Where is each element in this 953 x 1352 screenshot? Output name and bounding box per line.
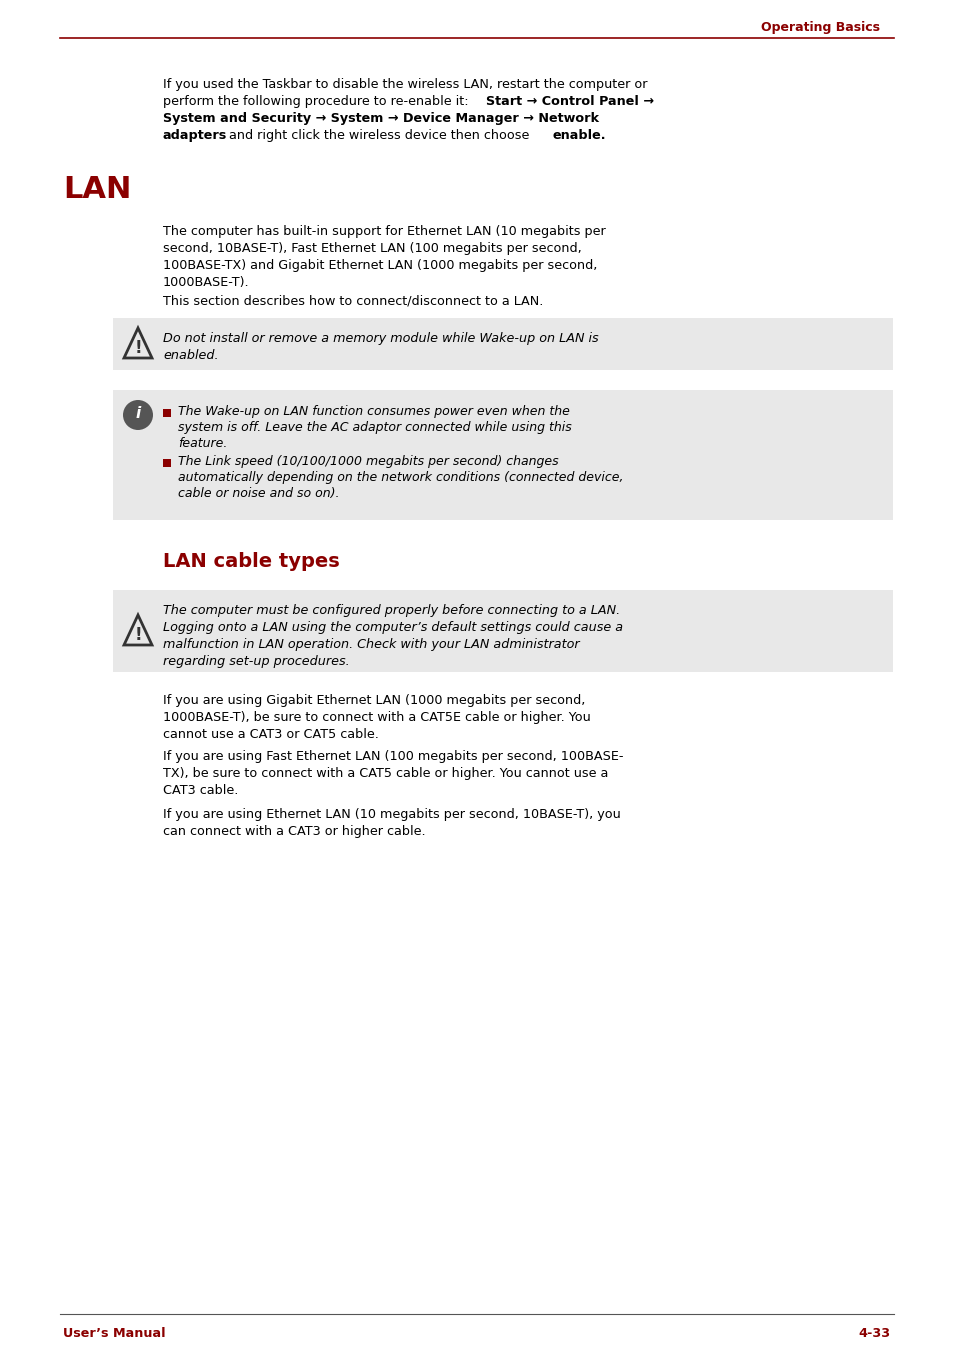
Text: second, 10BASE-T), Fast Ethernet LAN (100 megabits per second,: second, 10BASE-T), Fast Ethernet LAN (10… bbox=[163, 242, 581, 256]
Text: The Link speed (10/100/1000 megabits per second) changes: The Link speed (10/100/1000 megabits per… bbox=[178, 456, 558, 468]
Text: malfunction in LAN operation. Check with your LAN administrator: malfunction in LAN operation. Check with… bbox=[163, 638, 579, 652]
Text: LAN cable types: LAN cable types bbox=[163, 552, 339, 571]
Text: automatically depending on the network conditions (connected device,: automatically depending on the network c… bbox=[178, 470, 623, 484]
Text: The computer has built-in support for Ethernet LAN (10 megabits per: The computer has built-in support for Et… bbox=[163, 224, 605, 238]
Text: Operating Basics: Operating Basics bbox=[760, 22, 879, 35]
Circle shape bbox=[123, 400, 152, 430]
Text: feature.: feature. bbox=[178, 437, 227, 450]
Text: Logging onto a LAN using the computer’s default settings could cause a: Logging onto a LAN using the computer’s … bbox=[163, 621, 622, 634]
Text: !: ! bbox=[134, 626, 142, 644]
Text: 100BASE-TX) and Gigabit Ethernet LAN (1000 megabits per second,: 100BASE-TX) and Gigabit Ethernet LAN (10… bbox=[163, 260, 597, 272]
Bar bbox=[112, 589, 892, 672]
Bar bbox=[163, 410, 171, 416]
Text: adapters: adapters bbox=[163, 128, 227, 142]
Text: System and Security → System → Device Manager → Network: System and Security → System → Device Ma… bbox=[163, 112, 598, 124]
Text: If you are using Ethernet LAN (10 megabits per second, 10BASE-T), you: If you are using Ethernet LAN (10 megabi… bbox=[163, 808, 620, 821]
Text: The Wake-up on LAN function consumes power even when the: The Wake-up on LAN function consumes pow… bbox=[178, 406, 569, 418]
Bar bbox=[163, 458, 171, 466]
Text: 4-33: 4-33 bbox=[858, 1328, 890, 1340]
Text: enable.: enable. bbox=[553, 128, 606, 142]
Text: can connect with a CAT3 or higher cable.: can connect with a CAT3 or higher cable. bbox=[163, 825, 425, 838]
Text: regarding set-up procedures.: regarding set-up procedures. bbox=[163, 654, 349, 668]
Text: i: i bbox=[135, 407, 140, 422]
Text: Do not install or remove a memory module while Wake-up on LAN is: Do not install or remove a memory module… bbox=[163, 333, 598, 345]
Text: 1000BASE-T).: 1000BASE-T). bbox=[163, 276, 250, 289]
Text: Start → Control Panel →: Start → Control Panel → bbox=[485, 95, 654, 108]
Bar bbox=[112, 318, 892, 370]
Text: cable or noise and so on).: cable or noise and so on). bbox=[178, 487, 339, 500]
Text: TX), be sure to connect with a CAT5 cable or higher. You cannot use a: TX), be sure to connect with a CAT5 cabl… bbox=[163, 767, 608, 780]
Text: If you used the Taskbar to disable the wireless LAN, restart the computer or: If you used the Taskbar to disable the w… bbox=[163, 78, 647, 91]
Text: CAT3 cable.: CAT3 cable. bbox=[163, 784, 238, 796]
Text: !: ! bbox=[134, 339, 142, 357]
Bar bbox=[112, 389, 892, 521]
Text: The computer must be configured properly before connecting to a LAN.: The computer must be configured properly… bbox=[163, 604, 619, 617]
Text: If you are using Fast Ethernet LAN (100 megabits per second, 100BASE-: If you are using Fast Ethernet LAN (100 … bbox=[163, 750, 623, 763]
Text: and right click the wireless device then choose: and right click the wireless device then… bbox=[225, 128, 533, 142]
Text: This section describes how to connect/disconnect to a LAN.: This section describes how to connect/di… bbox=[163, 295, 543, 308]
Text: If you are using Gigabit Ethernet LAN (1000 megabits per second,: If you are using Gigabit Ethernet LAN (1… bbox=[163, 694, 585, 707]
Text: 1000BASE-T), be sure to connect with a CAT5E cable or higher. You: 1000BASE-T), be sure to connect with a C… bbox=[163, 711, 590, 725]
Text: perform the following procedure to re-enable it:: perform the following procedure to re-en… bbox=[163, 95, 472, 108]
Text: cannot use a CAT3 or CAT5 cable.: cannot use a CAT3 or CAT5 cable. bbox=[163, 727, 378, 741]
Text: User’s Manual: User’s Manual bbox=[63, 1328, 166, 1340]
Text: LAN: LAN bbox=[63, 174, 132, 204]
Text: enabled.: enabled. bbox=[163, 349, 218, 362]
Text: system is off. Leave the AC adaptor connected while using this: system is off. Leave the AC adaptor conn… bbox=[178, 420, 571, 434]
